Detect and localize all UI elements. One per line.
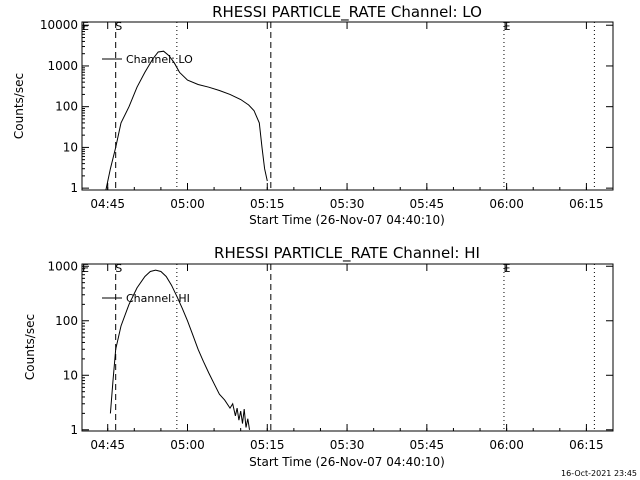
series-line-lo [105, 50, 268, 191]
x-tick-label: 05:00 [170, 438, 205, 452]
left-edge-mark: E [82, 262, 89, 275]
legend: Channel: HI [102, 292, 190, 305]
x-tick-label: 05:45 [410, 197, 445, 211]
time-marker-label: E [503, 262, 510, 275]
time-marker-label: S [115, 20, 122, 33]
time-marker-label: S [115, 262, 122, 275]
x-axis-label: Start Time (26-Nov-07 04:40:10) [249, 213, 445, 227]
y-tick-label: 10 [63, 140, 78, 154]
chart-title: RHESSI PARTICLE_RATE Channel: HI [214, 244, 480, 263]
chart-panel-hi: RHESSI PARTICLE_RATE Channel: HI Counts/… [23, 244, 614, 469]
x-tick-label: 05:30 [330, 438, 365, 452]
x-tick-label: 05:15 [250, 438, 285, 452]
legend-entry: Channel: HI [126, 292, 190, 305]
time-marker-label: E [503, 20, 510, 33]
y-tick-label: 100 [55, 100, 78, 114]
chart-panel-lo: RHESSI PARTICLE_RATE Channel: LO Counts/… [12, 3, 614, 227]
plot-frame [81, 21, 614, 191]
left-edge-mark: E [82, 20, 89, 33]
y-tick-label: 1 [70, 423, 78, 437]
x-tick-label: 06:15 [569, 197, 604, 211]
series-line-hi [109, 269, 250, 430]
x-tick-label: 05:00 [170, 197, 205, 211]
x-axis-label: Start Time (26-Nov-07 04:40:10) [249, 455, 445, 469]
x-tick-label: 04:45 [90, 438, 125, 452]
y-tick-label: 10000 [40, 18, 78, 32]
x-tick-label: 06:00 [489, 438, 524, 452]
y-axis-label: Counts/sec [12, 73, 26, 139]
y-axis-label: Counts/sec [23, 314, 37, 380]
legend: Channel: LO [102, 53, 193, 66]
x-tick-label: 06:00 [489, 197, 524, 211]
x-tick-label: 04:45 [90, 197, 125, 211]
footer-timestamp: 16-Oct-2021 23:45 [561, 469, 637, 478]
tick-group: 04:45 05:00 05:15 05:30 05:45 06:00 06:15 1 10 10… [47, 259, 614, 452]
legend-entry: Channel: LO [126, 53, 193, 66]
x-tick-label: 05:45 [410, 438, 445, 452]
y-tick-label: 1000 [47, 259, 78, 273]
y-tick-label: 100 [55, 314, 78, 328]
x-tick-label: 05:30 [330, 197, 365, 211]
tick-group: 04:45 05:00 05:15 05:30 05:45 06:00 06:15 1 10 10… [40, 18, 614, 211]
chart-title: RHESSI PARTICLE_RATE Channel: LO [212, 3, 482, 22]
x-tick-label: 05:15 [250, 197, 285, 211]
x-tick-label: 06:15 [569, 438, 604, 452]
plot-frame [81, 263, 614, 432]
y-tick-label: 1 [70, 181, 78, 195]
y-tick-label: 10 [63, 368, 78, 382]
y-tick-label: 1000 [47, 59, 78, 73]
